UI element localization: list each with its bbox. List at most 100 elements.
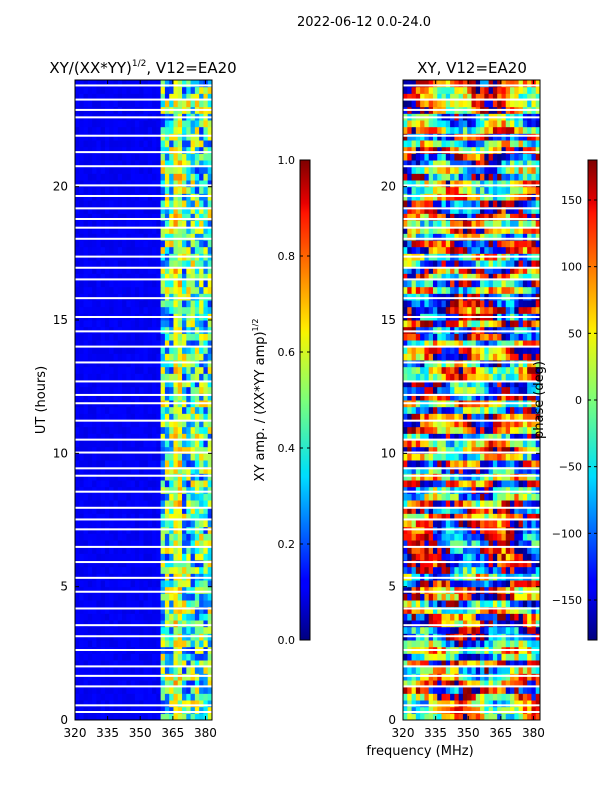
phase-heatmap-cell <box>445 593 451 601</box>
amplitude-heatmap-cell <box>113 353 119 361</box>
amplitude-heatmap-cell <box>83 286 89 294</box>
amplitude-heatmap-cell <box>122 433 127 441</box>
phase-heatmap-cell <box>454 706 460 714</box>
phase-heatmap-cell <box>510 620 515 628</box>
amplitude-heatmap-cell <box>190 500 196 508</box>
amplitude-heatmap-cell <box>186 93 192 101</box>
phase-heatmap-cell <box>428 466 434 474</box>
phase-heatmap-cell <box>492 586 498 594</box>
phase-heatmap-cell <box>531 693 537 701</box>
amplitude-heatmap-cell <box>113 293 119 301</box>
amplitude-heatmap-cell <box>87 486 93 494</box>
amplitude-heatmap-cell <box>100 493 106 501</box>
amplitude-heatmap-cell <box>122 420 127 428</box>
phase-heatmap-cell <box>450 466 455 474</box>
phase-heatmap-cell <box>454 620 460 628</box>
amplitude-heatmap-cell <box>134 693 140 701</box>
amplitude-heatmap-cell <box>126 686 132 694</box>
amplitude-heatmap-cell <box>117 713 123 721</box>
amplitude-heatmap-cell <box>87 693 93 701</box>
phase-heatmap-cell <box>518 493 524 501</box>
amplitude-heatmap-cell <box>156 586 162 594</box>
amplitude-heatmap-cell <box>87 180 93 188</box>
amplitude-heatmap-cell <box>109 566 115 574</box>
amplitude-heatmap-cell <box>190 660 196 668</box>
amplitude-heatmap-cell <box>126 220 132 228</box>
phase-heatmap-cell <box>407 626 413 634</box>
amplitude-heatmap-cell <box>156 346 162 354</box>
phase-heatmap-cell <box>488 566 494 574</box>
phase-heatmap-cell <box>432 686 438 694</box>
amplitude-heatmap-cell <box>199 153 204 161</box>
phase-heatmap-cell <box>420 586 425 594</box>
phase-heatmap-cell <box>424 680 430 688</box>
amplitude-heatmap-cell <box>104 453 110 461</box>
amplitude-heatmap-cell <box>143 326 149 334</box>
amplitude-ytick-label: 10 <box>53 446 68 460</box>
phase-heatmap-cell <box>445 446 451 454</box>
amplitude-heatmap-cell <box>143 560 149 568</box>
phase-heatmap-cell <box>437 580 443 588</box>
phase-heatmap-cell <box>462 340 468 348</box>
amplitude-heatmap-cell <box>143 700 149 708</box>
amplitude-heatmap-cell <box>164 406 170 414</box>
amplitude-heatmap-cell <box>139 246 144 254</box>
phase-heatmap-cell <box>475 560 481 568</box>
amplitude-heatmap-cell <box>126 406 132 414</box>
phase-heatmap-cell <box>535 540 541 548</box>
amplitude-heatmap-cell <box>207 80 213 88</box>
phase-heatmap-cell <box>471 473 477 481</box>
phase-heatmap-cell <box>420 360 425 368</box>
phase-heatmap-cell <box>407 546 413 554</box>
amplitude-heatmap-cell <box>173 446 179 454</box>
amplitude-heatmap-cell <box>104 226 110 234</box>
phase-title: XY, V12=EA20 <box>417 59 527 77</box>
phase-heatmap-cell <box>522 380 528 388</box>
amplitude-heatmap-cell <box>96 440 102 448</box>
amplitude-heatmap-cell <box>177 433 183 441</box>
amplitude-heatmap-cell <box>122 173 127 181</box>
amplitude-heatmap-cell <box>177 326 183 334</box>
amplitude-colorbar-tick-label: 0.6 <box>278 346 296 359</box>
amplitude-heatmap-cell <box>194 146 200 154</box>
phase-heatmap-cell <box>424 540 430 548</box>
amplitude-heatmap-cell <box>122 593 127 601</box>
amplitude-heatmap-cell <box>203 213 209 221</box>
amplitude-data-gap <box>75 151 212 154</box>
amplitude-plot-frame <box>74 79 213 721</box>
amplitude-heatmap-cell <box>83 273 89 281</box>
amplitude-heatmap-cell <box>83 433 89 441</box>
amplitude-heatmap-cell <box>139 173 144 181</box>
amplitude-heatmap-cell <box>186 393 192 401</box>
phase-heatmap-cell <box>445 406 451 414</box>
phase-heatmap-cell <box>518 560 524 568</box>
phase-heatmap-cell <box>531 446 537 454</box>
phase-heatmap-cell <box>428 593 434 601</box>
phase-heatmap-cell <box>403 480 408 488</box>
amplitude-heatmap-cell <box>117 486 123 494</box>
amplitude-heatmap-cell <box>194 513 200 521</box>
phase-heatmap-cell <box>458 380 464 388</box>
amplitude-heatmap-cell <box>83 493 89 501</box>
amplitude-heatmap-cell <box>130 180 136 188</box>
amplitude-heatmap-cell <box>160 166 166 174</box>
amplitude-heatmap-cell <box>100 393 106 401</box>
phase-heatmap-cell <box>450 700 455 708</box>
phase-heatmap-cell <box>518 393 524 401</box>
amplitude-heatmap-cell <box>92 713 97 721</box>
amplitude-heatmap-cell <box>177 226 183 234</box>
phase-heatmap-cell <box>522 433 528 441</box>
amplitude-heatmap-cell <box>113 653 119 661</box>
amplitude-heatmap-cell <box>199 353 204 361</box>
amplitude-heatmap-cell <box>75 560 80 568</box>
amplitude-heatmap-cell <box>203 133 209 141</box>
phase-heatmap-cell <box>535 566 541 574</box>
phase-heatmap-cell <box>441 513 447 521</box>
amplitude-heatmap-cell <box>199 420 204 428</box>
amplitude-heatmap-cell <box>173 560 179 568</box>
amplitude-heatmap-cell <box>104 426 110 434</box>
amplitude-heatmap-cell <box>160 293 166 301</box>
amplitude-heatmap-cell <box>186 500 192 508</box>
phase-heatmap-cell <box>445 360 451 368</box>
phase-heatmap-cell <box>415 613 421 621</box>
